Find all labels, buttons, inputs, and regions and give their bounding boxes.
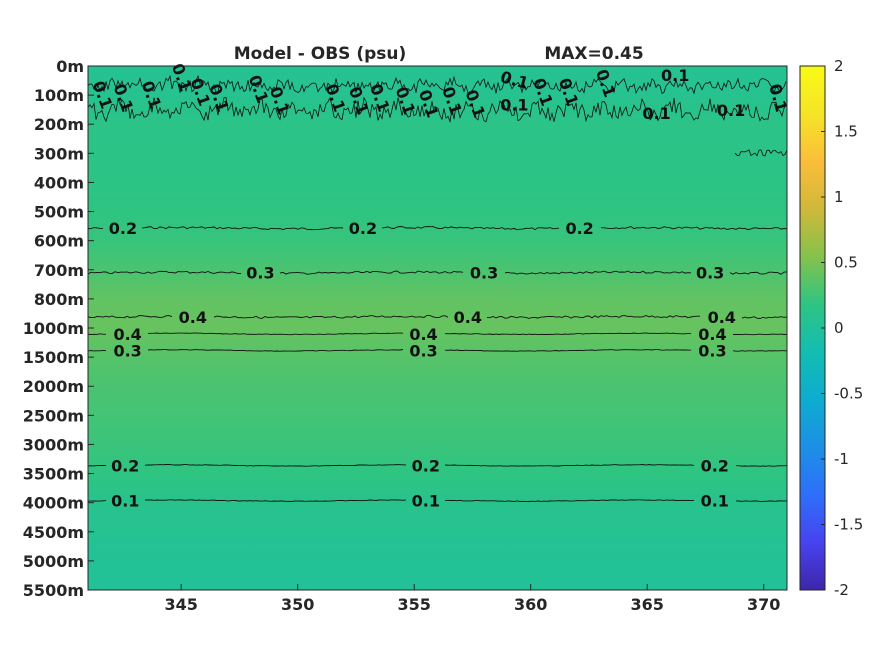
contour-line [88,226,787,231]
y-tick-label: 600m [34,232,84,251]
colorbar-tick-label: 0 [834,319,844,337]
colorbar: 2 1.5 1 0.5 0 -0.5 -1 -1.5 -2 [799,57,863,599]
contour-label: 0.3 [246,264,274,283]
y-tick-label: 3500m [23,465,84,484]
surface-contour-line [88,96,787,124]
max-value-label: MAX=0.45 [544,44,643,64]
contour-label: 0.3 [698,341,726,360]
contour-line [88,464,787,467]
contour-label: 0.1 [642,104,670,123]
y-tick-label: 300m [34,144,84,163]
contour-label: 0.2 [412,456,440,475]
contour-label: 0.2 [565,219,593,238]
y-tick-label: 400m [34,173,84,192]
contour-label: 0.1 [717,101,745,120]
colorbar-tick-label: 1 [834,188,844,206]
x-axis: 345 350 355 360 365 370 [164,584,780,614]
y-tick-label: 800m [34,290,84,309]
y-tick-label: 500m [34,203,84,222]
colorbar-scale [799,65,826,591]
contour-label: 0.1 [412,492,440,511]
contour-label: 0.4 [113,325,141,344]
plot-area: 0.2 0.2 0.20.3 0.3 0.30.4 0.4 0.40.4 0.4 0.40.3 0… [87,61,791,591]
y-tick-label: 3000m [23,435,84,454]
x-tick-label: 365 [630,595,663,614]
contour-label: 0.1 [661,66,689,85]
contour-line [88,332,787,336]
x-tick-label: 355 [397,595,430,614]
contour-label: 0.4 [698,325,726,344]
x-tick-label: 370 [747,595,780,614]
salinity-field [88,66,787,590]
contour-label: 0.2 [111,456,139,475]
colorbar-tick-label: -0.5 [834,385,863,403]
chart-title: Model - OBS (psu) [234,44,407,64]
x-tick-label: 350 [281,595,314,614]
y-tick-label: 2500m [23,406,84,425]
contour-label: 0.4 [409,325,437,344]
contour-layer [88,74,787,502]
colorbar-tick-label: 1.5 [834,123,858,141]
contour-label: 0.4 [708,308,736,327]
y-tick-label: 1500m [23,348,84,367]
x-tick-label: 360 [514,595,547,614]
deep-contour-fragment [734,149,787,157]
y-tick-label: 100m [34,86,84,105]
contour-label: 0.4 [179,308,207,327]
colorbar-tick-label: 2 [834,57,844,75]
colorbar-tick-label: 0.5 [834,254,858,272]
y-tick-label: 0m [56,57,84,76]
contour-label: 0.1 [500,95,528,114]
contour-label: 0.3 [409,341,437,360]
y-tick-label: 4500m [23,523,84,542]
colorbar-tick-label: -1.5 [834,516,863,534]
surface-contour-line [88,74,787,95]
y-tick-label: 700m [34,261,84,280]
contour-line [88,270,787,275]
colorbar-tick-label: -1 [834,450,849,468]
contour-label: 0.1 [111,492,139,511]
colorbar-tick-label: -2 [834,581,849,599]
contour-label: 0.3 [696,264,724,283]
y-tick-label: 2000m [23,377,84,396]
contour-label: 0.4 [454,308,482,327]
contour-label: 0.3 [113,341,141,360]
contour-label: 0.2 [701,456,729,475]
contour-label: 0.2 [109,219,137,238]
y-axis: 0m 100m 200m 300m 400m 500m 600m 700m 800m 1000m 1… [23,57,94,600]
contour-label: 0.1 [701,492,729,511]
contour-label: 0.2 [349,219,377,238]
contour-label: 0.3 [470,264,498,283]
y-tick-label: 5000m [23,552,84,571]
y-tick-label: 200m [34,115,84,134]
x-tick-label: 345 [164,595,197,614]
contour-line [88,314,787,319]
y-tick-label: 1000m [23,319,84,338]
y-tick-label: 5500m [23,581,84,600]
contour-line [88,349,787,352]
contour-line [88,499,787,502]
y-tick-label: 4000m [23,494,84,513]
colorbar-ticks: 2 1.5 1 0.5 0 -0.5 -1 -1.5 -2 [821,57,863,599]
